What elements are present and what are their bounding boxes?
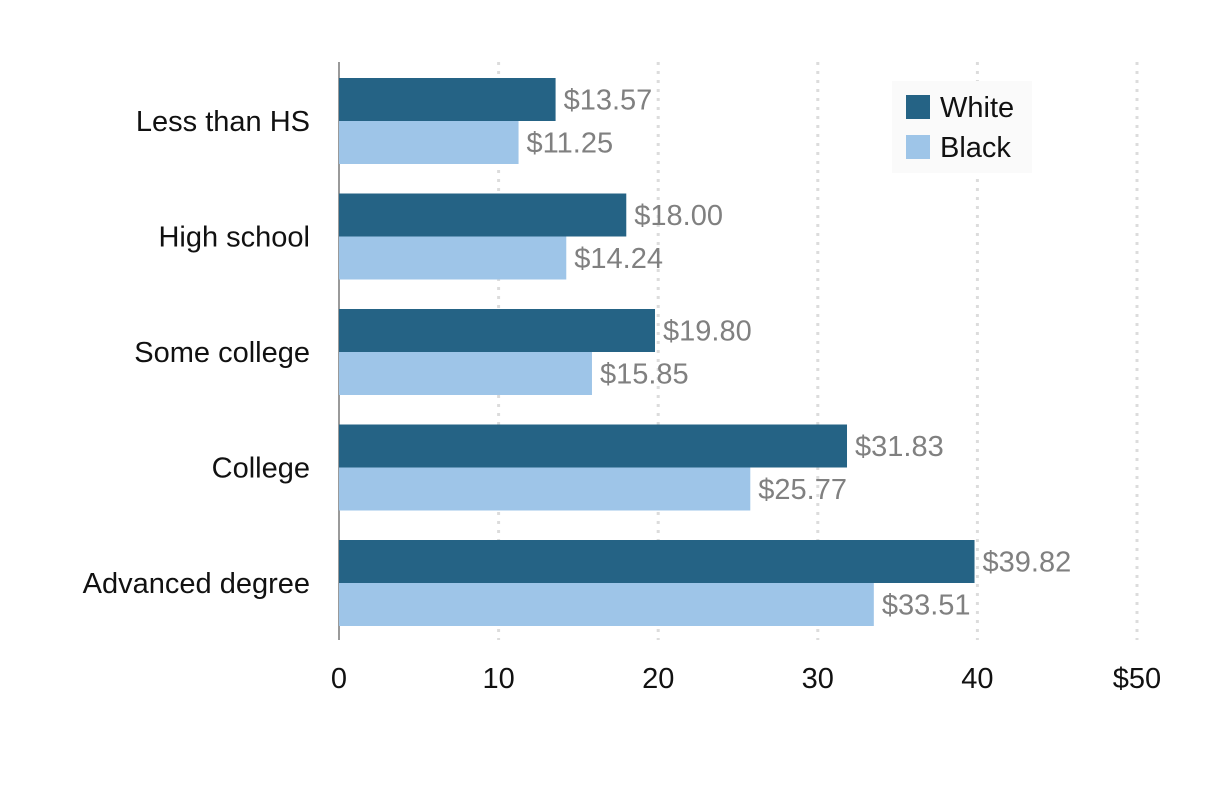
category-label: High school: [158, 222, 310, 254]
bar-black-some-college: [339, 352, 592, 395]
labels: 0 10 20 30 40 $50 $13.57 $11.25 Less than HS $18.…: [83, 85, 1162, 696]
x-tick-label: 40: [961, 663, 993, 695]
x-tick-label: $50: [1113, 663, 1161, 695]
category-label: College: [212, 453, 310, 485]
value-label-white: $18.00: [634, 200, 723, 232]
bar-white-college: [339, 424, 848, 468]
value-label-white: $39.82: [983, 547, 1072, 579]
value-label-black: $25.77: [758, 474, 847, 506]
legend: White Black: [892, 81, 1032, 173]
legend-label-white: White: [940, 92, 1014, 124]
bar-white-less-than-hs: [339, 78, 556, 121]
value-label-white: $13.57: [564, 85, 653, 117]
x-tick-label: 10: [482, 663, 514, 695]
bar-white-some-college: [339, 309, 656, 352]
value-label-black: $14.24: [574, 243, 663, 275]
bar-black-high-school: [339, 236, 567, 280]
bar-black-advanced-degree: [339, 583, 874, 626]
legend-label-black: Black: [940, 132, 1011, 164]
value-label-white: $19.80: [663, 316, 752, 348]
category-label: Advanced degree: [83, 568, 310, 600]
bar-black-college: [339, 467, 751, 511]
bar-white-advanced-degree: [339, 540, 975, 583]
legend-swatch-black: [906, 135, 930, 159]
legend-swatch-white: [906, 95, 930, 119]
x-tick-label: 0: [331, 663, 347, 695]
value-label-black: $11.25: [527, 128, 614, 160]
value-label-black: $15.85: [600, 359, 689, 391]
x-tick-label: 20: [642, 663, 674, 695]
value-label-white: $31.83: [855, 431, 944, 463]
value-label-black: $33.51: [882, 590, 971, 622]
x-tick-label: 30: [802, 663, 834, 695]
category-label: Less than HS: [136, 106, 310, 138]
bars: [339, 78, 975, 626]
category-label: Some college: [134, 337, 310, 369]
bar-black-less-than-hs: [339, 121, 519, 164]
bar-white-high-school: [339, 193, 627, 237]
